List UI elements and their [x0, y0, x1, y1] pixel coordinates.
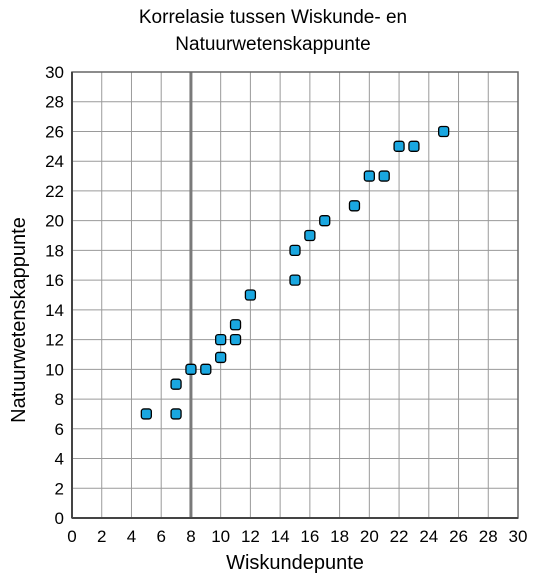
grid — [71, 71, 519, 519]
x-axis-label: Wiskundepunte — [226, 552, 364, 574]
data-point — [319, 215, 331, 227]
y-tick-label: 20 — [45, 212, 64, 231]
data-point — [215, 351, 227, 364]
plot-border — [71, 71, 519, 519]
x-tick-label: 0 — [67, 527, 76, 546]
y-tick-label: 12 — [45, 331, 64, 350]
y-tick-label: 2 — [55, 479, 64, 498]
y-tick-label: 26 — [45, 122, 64, 141]
chart-title: Korrelasie tussen Wiskunde- en Natuurwet… — [0, 4, 546, 58]
y-tick-label: 8 — [55, 390, 64, 409]
x-tick-label: 26 — [449, 527, 468, 546]
data-point — [408, 140, 420, 152]
y-tick-label: 16 — [45, 271, 64, 290]
x-tick-label: 8 — [186, 527, 195, 546]
data-point — [244, 289, 257, 301]
y-tick-label: 4 — [55, 450, 64, 469]
data-point — [289, 274, 301, 286]
data-point — [229, 333, 242, 346]
y-axis-label: Natuurwetenskappunte — [8, 217, 30, 423]
data-point — [229, 319, 242, 331]
data-point — [140, 408, 152, 420]
x-tick-label: 14 — [271, 527, 290, 546]
x-tick-label: 28 — [479, 527, 498, 546]
y-tick-label: 6 — [55, 420, 64, 439]
x-tick-label: 18 — [330, 527, 349, 546]
x-tick-label: 24 — [419, 527, 438, 546]
data-points — [140, 125, 450, 420]
chart-title-line-2: Natuurwetenskappunte — [175, 34, 371, 55]
x-tick-label: 22 — [390, 527, 409, 546]
y-tick-label: 10 — [45, 360, 64, 379]
data-point — [170, 408, 182, 420]
chart-title-line-1: Korrelasie tussen Wiskunde- en — [138, 7, 408, 28]
y-tick-label: 0 — [55, 509, 64, 528]
data-point — [348, 200, 361, 212]
x-tick-label: 12 — [241, 527, 260, 546]
data-point — [378, 170, 390, 182]
data-point — [438, 125, 450, 138]
y-tick-label: 22 — [45, 182, 64, 201]
data-point — [215, 333, 227, 346]
x-tick-label: 30 — [509, 527, 528, 546]
y-tick-label: 30 — [45, 63, 64, 82]
y-tick-label: 18 — [45, 241, 64, 260]
x-tick-labels: 0 2 4 6 8 10 12 14 16 18 20 22 24 26 28 30 — [67, 527, 527, 546]
data-point — [363, 170, 375, 182]
data-point — [185, 363, 197, 375]
x-tick-label: 20 — [360, 527, 379, 546]
x-tick-label: 2 — [97, 527, 106, 546]
data-point — [393, 140, 405, 152]
plot-frame — [71, 71, 519, 519]
data-point — [170, 378, 182, 390]
data-point — [200, 363, 212, 375]
x-tick-label: 6 — [156, 527, 165, 546]
x-tick-label: 4 — [127, 527, 136, 546]
x-tick-label: 10 — [211, 527, 230, 546]
x-tick-label: 16 — [300, 527, 319, 546]
data-point — [304, 229, 316, 242]
y-tick-label: 24 — [45, 152, 64, 171]
y-tick-label: 28 — [45, 93, 64, 112]
data-point — [289, 244, 301, 257]
y-tick-label: 14 — [45, 301, 64, 320]
